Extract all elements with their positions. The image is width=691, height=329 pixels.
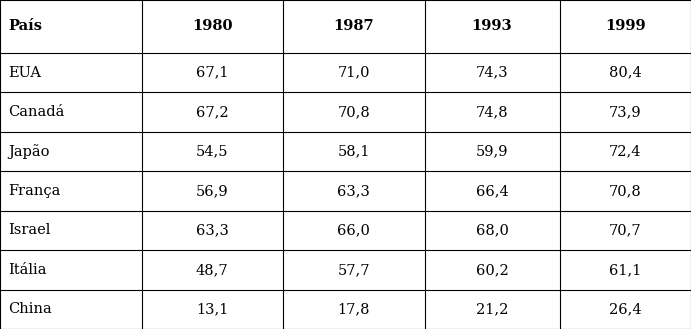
Text: 56,9: 56,9 <box>196 184 229 198</box>
Text: 63,3: 63,3 <box>196 223 229 238</box>
Text: 59,9: 59,9 <box>475 144 509 159</box>
Text: China: China <box>8 302 52 316</box>
Text: 66,0: 66,0 <box>337 223 370 238</box>
Text: 74,3: 74,3 <box>475 66 509 80</box>
Text: 13,1: 13,1 <box>196 302 228 316</box>
Text: País: País <box>8 19 42 34</box>
Text: 1993: 1993 <box>472 19 512 34</box>
Text: 80,4: 80,4 <box>609 66 642 80</box>
Text: 68,0: 68,0 <box>475 223 509 238</box>
Text: 21,2: 21,2 <box>476 302 508 316</box>
Text: 66,4: 66,4 <box>475 184 509 198</box>
Text: 54,5: 54,5 <box>196 144 229 159</box>
Text: 73,9: 73,9 <box>609 105 642 119</box>
Text: 70,8: 70,8 <box>337 105 370 119</box>
Text: 72,4: 72,4 <box>609 144 642 159</box>
Text: 1999: 1999 <box>605 19 645 34</box>
Text: França: França <box>8 184 61 198</box>
Text: 63,3: 63,3 <box>337 184 370 198</box>
Text: 67,2: 67,2 <box>196 105 229 119</box>
Text: 71,0: 71,0 <box>337 66 370 80</box>
Text: 70,8: 70,8 <box>609 184 642 198</box>
Text: 26,4: 26,4 <box>609 302 642 316</box>
Text: 74,8: 74,8 <box>475 105 509 119</box>
Text: 61,1: 61,1 <box>609 263 641 277</box>
Text: Japão: Japão <box>8 144 50 159</box>
Text: 48,7: 48,7 <box>196 263 229 277</box>
Text: 60,2: 60,2 <box>475 263 509 277</box>
Text: 17,8: 17,8 <box>337 302 370 316</box>
Text: Itália: Itália <box>8 263 47 277</box>
Text: EUA: EUA <box>8 66 41 80</box>
Text: 1980: 1980 <box>192 19 232 34</box>
Text: Israel: Israel <box>8 223 50 238</box>
Text: 1987: 1987 <box>334 19 374 34</box>
Text: 67,1: 67,1 <box>196 66 229 80</box>
Text: Canadá: Canadá <box>8 105 65 119</box>
Text: 58,1: 58,1 <box>337 144 370 159</box>
Text: 57,7: 57,7 <box>337 263 370 277</box>
Text: 70,7: 70,7 <box>609 223 642 238</box>
